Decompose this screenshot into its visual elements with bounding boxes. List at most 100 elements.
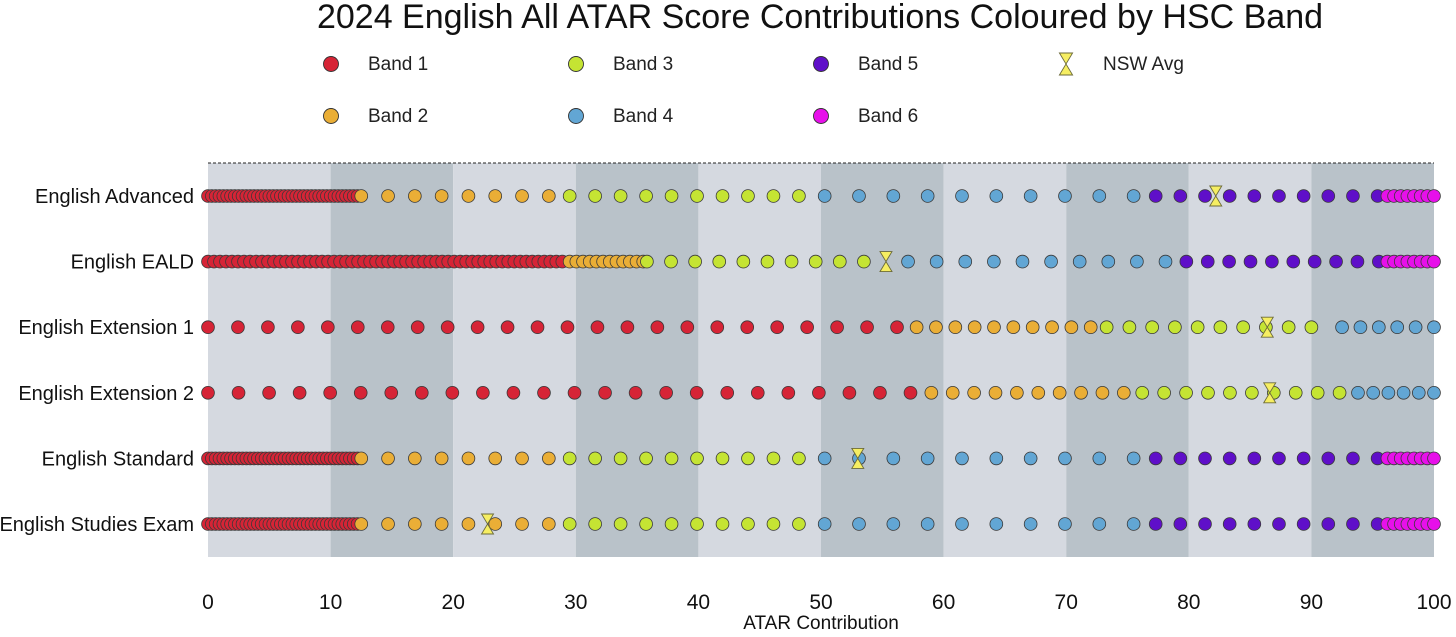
data-point-band-2	[488, 451, 503, 466]
data-point-band-4	[1335, 320, 1349, 335]
data-point-band-5	[1222, 451, 1237, 466]
data-point-band-3	[613, 517, 628, 531]
data-point-band-4	[1058, 189, 1072, 203]
data-point-band-4	[1023, 189, 1038, 203]
data-point-band-4	[1058, 517, 1072, 531]
data-point-band-2	[434, 189, 449, 203]
data-point-band-4	[886, 189, 901, 203]
legend-label-b6: Band 6	[858, 106, 918, 127]
data-point-band-4	[886, 517, 901, 531]
data-point-band-1	[560, 320, 575, 335]
data-point-band-3	[664, 254, 678, 269]
y-tick-label: English EALD	[71, 252, 194, 274]
data-point-band-3	[1099, 320, 1114, 335]
data-point-band-3	[792, 451, 806, 466]
data-point-band-2	[515, 189, 529, 203]
data-point-band-1	[231, 385, 246, 400]
data-point-band-4	[989, 517, 1004, 531]
data-point-band-2	[434, 451, 449, 466]
data-point-band-2	[948, 320, 963, 335]
data-point-band-3	[832, 254, 847, 269]
legend-marker-b6	[813, 108, 829, 124]
data-point-band-4	[955, 189, 969, 203]
data-point-band-4	[852, 189, 866, 203]
data-point-band-4	[1072, 254, 1087, 269]
nsw-avg-marker	[850, 447, 865, 469]
data-point-band-4	[920, 451, 935, 466]
data-point-band-3	[741, 189, 755, 203]
x-tick-label: 50	[809, 591, 832, 614]
data-point-band-5	[1247, 451, 1262, 466]
data-point-band-1	[720, 385, 735, 400]
data-point-band-2	[967, 320, 982, 335]
data-point-band-4	[989, 451, 1004, 466]
data-point-band-2	[967, 385, 981, 400]
data-point-band-5	[1296, 189, 1311, 203]
data-point-band-5	[1222, 254, 1236, 269]
data-point-band-3	[715, 451, 730, 466]
data-point-band-4	[1427, 385, 1441, 400]
data-point-band-1	[659, 385, 673, 400]
data-point-band-5	[1272, 451, 1286, 466]
data-point-band-1	[231, 320, 245, 335]
data-point-band-1	[842, 385, 857, 400]
data-point-band-3	[664, 189, 679, 203]
legend-label-b1: Band 1	[368, 54, 428, 75]
data-point-band-5	[1179, 254, 1194, 269]
data-point-band-2	[381, 517, 395, 531]
data-point-band-3	[760, 254, 775, 269]
background-stripe	[821, 163, 944, 557]
data-point-band-2	[987, 320, 1001, 335]
background-stripe	[1066, 163, 1189, 557]
data-point-band-2	[988, 385, 1003, 400]
data-point-band-4	[852, 517, 866, 531]
data-point-band-3	[588, 451, 602, 466]
data-point-band-1	[201, 385, 215, 400]
legend-label-b3: Band 3	[613, 54, 673, 75]
data-point-band-2	[461, 451, 476, 466]
background-stripe	[943, 163, 1067, 557]
data-point-band-4	[1372, 320, 1386, 335]
data-point-band-3	[1168, 320, 1182, 335]
data-point-band-5	[1286, 254, 1301, 269]
data-point-band-3	[1145, 320, 1159, 335]
data-point-band-4	[920, 517, 935, 531]
data-point-band-3	[1190, 320, 1205, 335]
data-point-band-2	[408, 189, 422, 203]
data-point-band-5	[1272, 517, 1286, 531]
data-point-band-2	[929, 320, 943, 335]
data-point-band-1	[770, 320, 784, 335]
legend-label-avg: NSW Avg	[1103, 54, 1184, 75]
data-point-band-3	[613, 451, 628, 466]
data-point-band-1	[380, 320, 395, 335]
data-point-band-3	[613, 189, 628, 203]
data-point-band-3	[562, 451, 577, 466]
y-tick-label: English Advanced	[35, 186, 194, 208]
data-point-band-5	[1247, 517, 1262, 531]
data-point-band-1	[476, 385, 490, 400]
data-point-band-3	[736, 254, 751, 269]
data-point-band-2	[434, 517, 449, 531]
data-point-band-4	[1092, 517, 1107, 531]
data-point-band-4	[1126, 451, 1141, 466]
data-point-band-4	[817, 451, 832, 466]
data-point-band-3	[690, 451, 704, 466]
y-tick-label: English Extension 2	[18, 383, 194, 405]
data-point-band-2	[515, 451, 529, 466]
x-tick-label: 0	[202, 591, 214, 614]
data-point-band-5	[1148, 451, 1163, 466]
data-point-band-5	[1321, 189, 1336, 203]
data-point-band-4	[1101, 254, 1116, 269]
data-point-band-5	[1346, 451, 1360, 466]
data-point-band-5	[1346, 517, 1360, 531]
data-point-band-5	[1173, 517, 1188, 531]
data-point-band-1	[860, 320, 874, 335]
data-point-band-3	[640, 254, 654, 269]
legend-label-b4: Band 4	[613, 106, 674, 127]
data-point-band-4	[929, 254, 944, 269]
y-tick-label: English Studies Exam	[0, 514, 194, 536]
data-point-band-2	[1117, 385, 1131, 400]
data-point-band-2	[1045, 320, 1059, 335]
data-point-band-2	[1074, 385, 1088, 400]
data-point-band-2	[542, 189, 556, 203]
